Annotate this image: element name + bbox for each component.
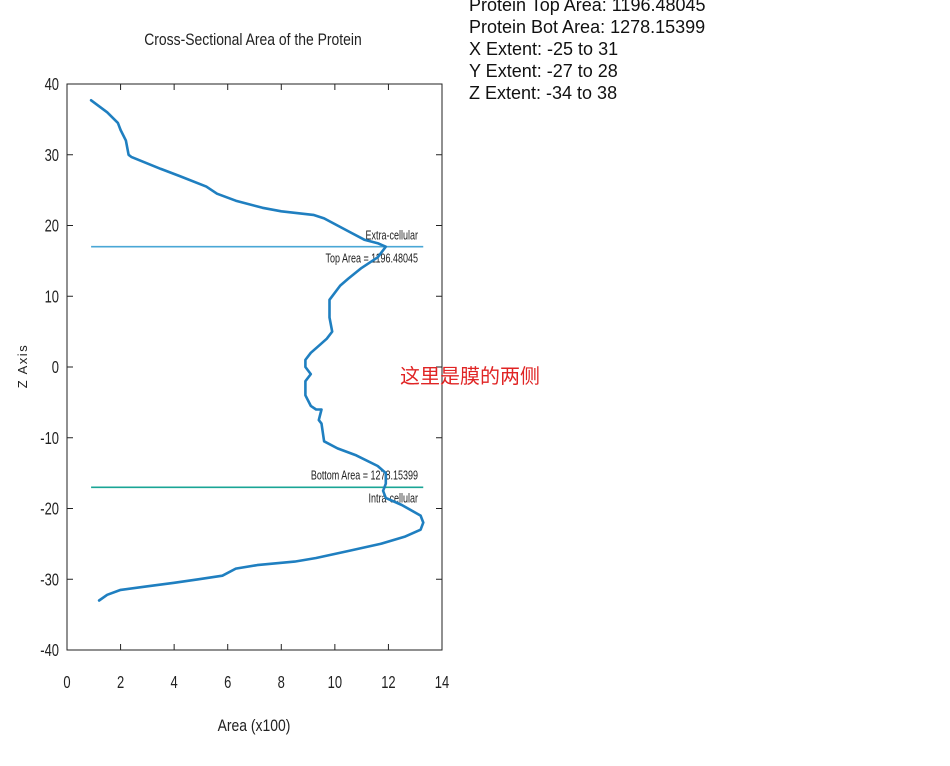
y-tick-label: -20 xyxy=(40,500,59,520)
x-tick-label: 8 xyxy=(278,673,285,693)
z-extent: Z Extent: -34 to 38 xyxy=(469,83,618,103)
x-tick-label: 12 xyxy=(381,673,395,693)
x-tick-label: 10 xyxy=(328,673,343,693)
x-tick-label: 14 xyxy=(435,673,450,693)
protein-info-panel: Protein Top Area: 1196.48045 Protein Bot… xyxy=(469,0,706,104)
y-tick-label: 10 xyxy=(45,287,60,307)
y-axis-label: Z Axis xyxy=(15,344,30,388)
membrane-annotation: 这里是膜的两侧 xyxy=(400,364,540,388)
y-tick-label: -30 xyxy=(40,570,59,590)
x-tick-label: 6 xyxy=(224,673,231,693)
marker-label: Intra-cellular xyxy=(369,492,419,506)
chart-title: Cross-Sectional Area of the Protein xyxy=(144,31,362,50)
x-tick-label: 2 xyxy=(117,673,124,693)
y-tick-label: 30 xyxy=(45,146,60,166)
protein-bot-area: Protein Bot Area: 1278.15399 xyxy=(469,17,706,37)
x-extent: X Extent: -25 to 31 xyxy=(469,39,619,59)
marker-label: Top Area = 1196.48045 xyxy=(325,252,418,266)
chart-canvas: Cross-Sectional Area of the Protein 0 2 4 6… xyxy=(15,31,449,736)
marker-label: Extra-cellular xyxy=(366,229,419,243)
x-tick-label: 0 xyxy=(63,673,70,693)
y-tick-label: 0 xyxy=(52,358,59,378)
x-axis-label: Area (x100) xyxy=(218,717,291,736)
protein-top-area: Protein Top Area: 1196.48045 xyxy=(469,0,706,15)
y-extent: Y Extent: -27 to 28 xyxy=(469,61,618,81)
x-tick-label: 4 xyxy=(171,673,178,693)
y-tick-label: 20 xyxy=(45,217,60,237)
marker-label: Bottom Area = 1278.15399 xyxy=(311,469,418,483)
y-tick-label: 40 xyxy=(45,75,60,95)
y-tick-label: -40 xyxy=(40,641,59,661)
area-profile-line xyxy=(89,99,425,602)
plot-area: 0 2 4 6 8 10 12 14 40 30 20 10 0 -10 -20 -30 -40 Extra-ce… xyxy=(40,75,449,693)
y-tick-label: -10 xyxy=(40,429,59,449)
